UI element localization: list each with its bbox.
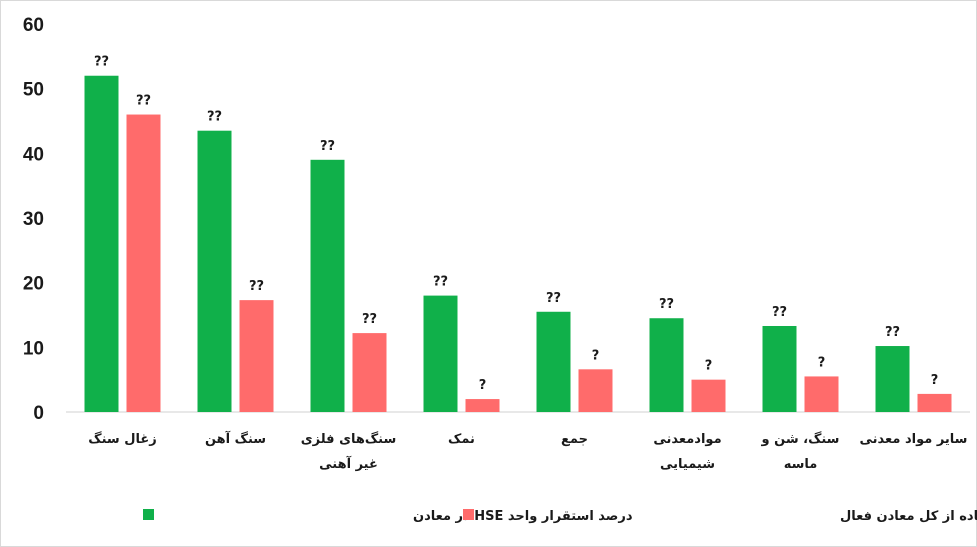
category-label: سنگ، شن و ماسه [761, 431, 840, 472]
data-label: ?? [320, 139, 335, 154]
category-label: سنگ آهن [205, 430, 266, 447]
bar-accident [578, 369, 613, 412]
bar-accident [239, 300, 274, 412]
category-label-line: سنگ آهن [205, 430, 266, 447]
category-label-line: سنگ‌های فلزی [301, 431, 397, 447]
data-label: ?? [433, 275, 448, 290]
data-label: ? [592, 348, 600, 363]
category-label-line: شیمیایی [660, 457, 715, 472]
bar-hse [310, 159, 345, 412]
bar-accident [465, 399, 500, 412]
category-label-line: ماسه [784, 457, 818, 472]
data-label: ?? [546, 291, 561, 306]
bar-hse [875, 346, 910, 412]
category-label: سایر مواد معدنی [860, 432, 968, 447]
legend-swatch-accident [463, 509, 474, 520]
y-tick-label: 10 [23, 338, 44, 359]
data-label: ? [479, 378, 487, 393]
y-axis-ticks: 0 10 20 30 40 50 60 [23, 15, 44, 424]
legend-label-hse: درصد استقرار واحد HSE در معادن [413, 509, 633, 524]
data-label: ?? [659, 297, 674, 312]
legend-label-accident: درصد معادن حادثه اتفاق افتاده از کل معاد… [840, 509, 977, 524]
bar-hse [762, 325, 797, 412]
bar-hse [423, 295, 458, 412]
category-label: سنگ‌های فلزی غیر آهنی [301, 431, 397, 472]
category-label-line: موادمعدنی [653, 432, 721, 447]
data-label: ? [705, 359, 713, 374]
bar-accident [126, 114, 161, 413]
y-tick-label: 0 [33, 403, 44, 424]
bar-hse [84, 75, 119, 412]
legend: درصد استقرار واحد HSE در معادن درصد معادن… [143, 509, 977, 524]
data-label: ?? [885, 325, 900, 340]
category-labels-group: زغال سنگ سنگ آهن سنگ‌های فلزی غیر آهنی نمک جم… [88, 430, 967, 472]
y-tick-label: 50 [23, 80, 44, 101]
y-tick-label: 20 [23, 274, 44, 295]
bar-accident [691, 379, 726, 412]
category-label: جمع [561, 432, 588, 447]
category-label: نمک [448, 432, 475, 447]
category-label-line: سایر مواد معدنی [860, 432, 968, 447]
y-tick-label: 60 [23, 15, 44, 36]
category-label-line: جمع [561, 432, 588, 447]
y-tick-label: 30 [23, 209, 44, 230]
bar-hse [649, 318, 684, 412]
category-label-line: نمک [448, 432, 475, 447]
category-label-line: زغال سنگ [88, 431, 156, 447]
bar-accident [917, 393, 952, 412]
y-tick-label: 40 [23, 144, 44, 165]
bar-accident [352, 333, 387, 412]
bar-hse [536, 311, 571, 412]
data-label: ?? [249, 279, 264, 294]
data-label: ?? [772, 305, 787, 320]
legend-swatch-hse [143, 509, 154, 520]
data-label: ?? [362, 312, 377, 327]
bar-accident [804, 376, 839, 412]
bars-group [84, 75, 952, 413]
data-label: ?? [136, 94, 151, 109]
category-label: زغال سنگ [88, 431, 156, 447]
data-label: ?? [94, 55, 109, 70]
data-label: ?? [207, 110, 222, 125]
category-label: موادمعدنی شیمیایی [653, 432, 721, 472]
data-labels-group: ??????????????????????????? [94, 55, 938, 393]
data-label: ? [818, 355, 826, 370]
category-label-line: سنگ، شن و [761, 431, 840, 447]
category-label-line: غیر آهنی [319, 455, 378, 472]
data-label: ? [931, 373, 939, 388]
bar-hse [197, 130, 232, 412]
